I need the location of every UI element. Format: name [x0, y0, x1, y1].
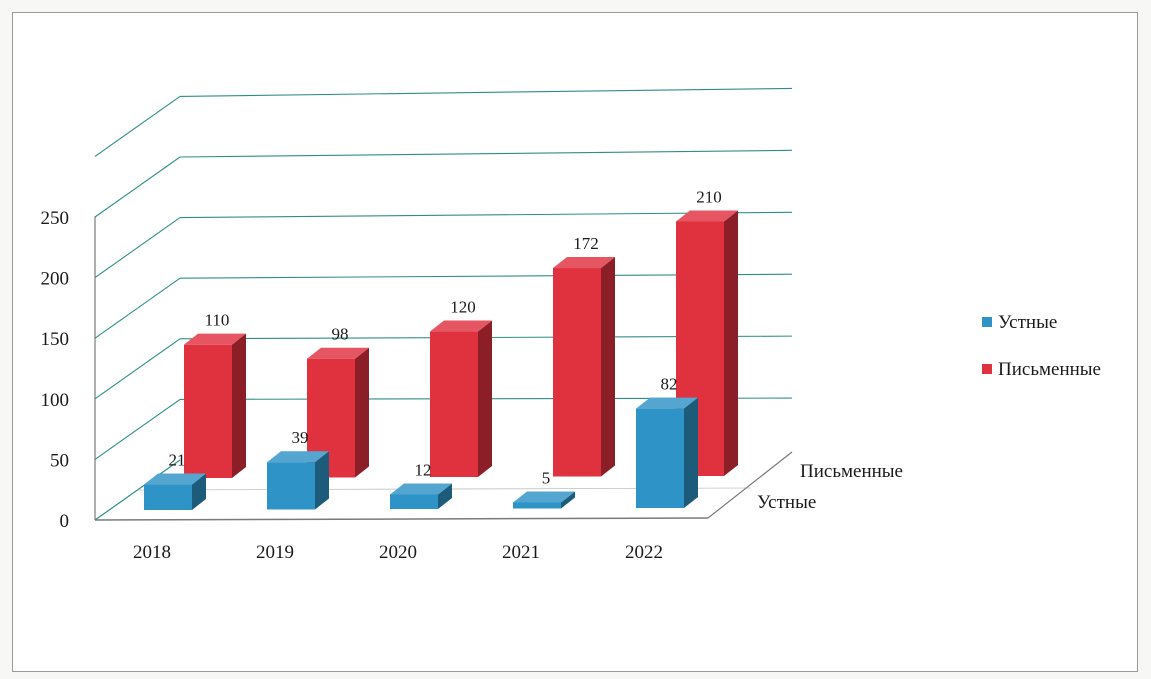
- bar-Устные-2018: [144, 484, 192, 510]
- bar-side-Письменные: [478, 320, 492, 477]
- bar-side-Устные: [315, 451, 329, 510]
- data-label: 39: [292, 428, 309, 447]
- data-label: 12: [415, 460, 432, 479]
- bar-side-Устные: [438, 483, 452, 509]
- legend-swatch: [982, 364, 992, 374]
- bar-side-Устные: [561, 491, 575, 509]
- bar-Письменные-2021: [553, 268, 601, 477]
- bar-Устные-2021: [513, 502, 561, 509]
- x-tick-label: 2018: [133, 542, 171, 563]
- bar-top-Письменные: [553, 257, 615, 269]
- depth-label-front: Устные: [757, 492, 816, 513]
- x-tick-label: 2020: [379, 542, 417, 563]
- bar-top-Письменные: [676, 210, 738, 222]
- bar-side-Письменные: [355, 347, 369, 478]
- data-label: 21: [169, 451, 186, 470]
- bar-side-Устные: [684, 397, 698, 508]
- bar-top-Устные: [636, 397, 698, 409]
- legend-label: Устные: [998, 312, 1057, 333]
- bar-Письменные-2018: [184, 344, 232, 478]
- bar-top-Письменные: [307, 347, 369, 359]
- y-tick-label: 50: [50, 450, 69, 471]
- legend-swatch: [982, 317, 992, 327]
- gridline-side: [94, 95, 181, 157]
- bar-side-Письменные: [724, 210, 738, 477]
- y-tick-label: 200: [41, 269, 70, 290]
- x-tick-label: 2021: [502, 542, 540, 563]
- depth-label-back: Письменные: [800, 461, 903, 482]
- x-tick-label: 2022: [625, 542, 663, 563]
- gridline-side: [94, 338, 181, 400]
- data-label: 5: [542, 468, 551, 487]
- gridline-side: [94, 277, 181, 339]
- gridline-side: [94, 398, 181, 460]
- x-tick-label: 2019: [256, 542, 294, 563]
- data-label: 172: [573, 234, 599, 253]
- floor-right-edge: [707, 451, 793, 519]
- x-axis-front-edge: [94, 517, 709, 521]
- gridline-side: [94, 217, 181, 279]
- bar-Устные-2019: [267, 462, 315, 510]
- bar-top-Устные: [267, 451, 329, 463]
- y-tick-label: 0: [60, 511, 70, 532]
- bar-Устные-2020: [390, 494, 438, 509]
- bar-top-Письменные: [430, 320, 492, 332]
- data-label: 120: [450, 298, 476, 317]
- gridline-side: [94, 156, 181, 218]
- bar-top-Письменные: [184, 333, 246, 345]
- data-label: 110: [205, 311, 230, 330]
- y-tick-label: 150: [41, 329, 70, 350]
- legend-label: Письменные: [998, 359, 1101, 380]
- gridline-back: [179, 149, 793, 158]
- bar-side-Устные: [192, 473, 206, 510]
- bar-top-Устные: [144, 473, 206, 485]
- bar-Письменные-2020: [430, 331, 478, 477]
- bar-side-Письменные: [232, 333, 246, 478]
- gridline-back: [179, 87, 793, 97]
- data-label: 98: [332, 325, 349, 344]
- bar-top-Устные: [513, 491, 575, 503]
- bar-Устные-2022: [636, 408, 684, 508]
- bar-top-Устные: [390, 483, 452, 495]
- y-tick-label: 100: [41, 390, 70, 411]
- data-label: 82: [661, 375, 678, 394]
- y-tick-label: 250: [41, 208, 70, 229]
- data-label: 210: [696, 187, 722, 206]
- bar-side-Письменные: [601, 257, 615, 477]
